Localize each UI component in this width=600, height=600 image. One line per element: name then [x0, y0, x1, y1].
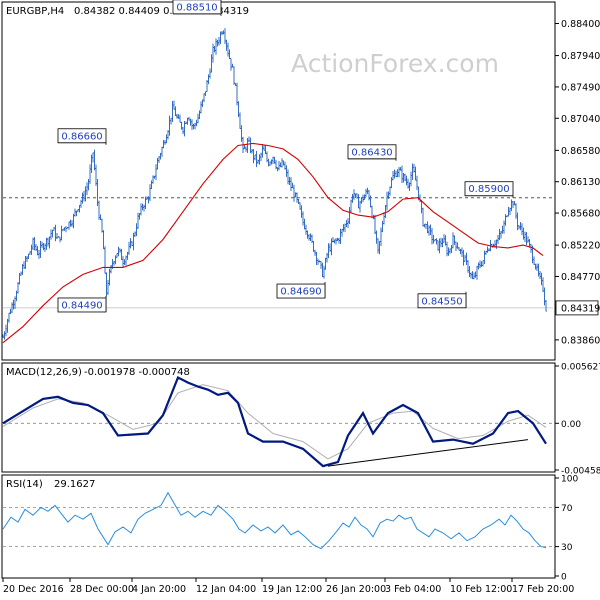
- price-annotation-box: [464, 181, 514, 197]
- price-annotation-label: 0.85900: [468, 184, 509, 195]
- price-annotation-box: [172, 0, 222, 15]
- price-annotation-label: 0.86430: [351, 147, 392, 158]
- x-tick-label: 26 Jan 20:00: [326, 584, 386, 595]
- rsi-ytick-label: 70: [561, 504, 573, 514]
- watermark: ActionForex.com: [291, 49, 499, 78]
- macd-ytick-label: 0.00: [561, 420, 581, 430]
- price-annotation-label: 0.88510: [176, 2, 217, 13]
- rsi-ytick-label: 0: [561, 573, 567, 583]
- price-ytick-label: 0.86130: [561, 177, 600, 188]
- macd-ytick-label: -0.004586: [561, 467, 600, 477]
- price-ytick-label: 0.85680: [561, 209, 600, 220]
- rsi-line: [2, 491, 547, 550]
- x-tick-label: 17 Feb 20:00: [512, 584, 574, 595]
- moving-average-line: [2, 142, 544, 344]
- macd-trendline: [327, 439, 529, 467]
- price-annotation-box: [276, 283, 326, 299]
- price-annotation-box: [347, 144, 397, 160]
- price-ytick-label: 0.87040: [561, 114, 600, 125]
- x-tick-label: 3 Feb 04:00: [385, 584, 441, 595]
- macd-ytick-label: 0.005627: [561, 363, 600, 373]
- price-annotation-box: [417, 293, 467, 309]
- macd-header-values: -0.001978 -0.000748: [84, 367, 190, 378]
- price-annotation-label: 0.84490: [61, 300, 102, 311]
- price-ytick-label: 0.87490: [561, 82, 600, 93]
- price-header-ohlc: 0.84382 0.84409 0.84304 0.84319: [74, 6, 249, 17]
- macd-line: [2, 375, 547, 468]
- x-tick-label: 10 Feb 12:00: [450, 584, 512, 595]
- price-annotation-label: 0.84690: [280, 287, 321, 298]
- price-ytick-label: 0.84770: [561, 272, 600, 283]
- price-annotation-box: [57, 297, 107, 313]
- x-tick-label: 12 Jan 04:00: [196, 584, 256, 595]
- x-tick-label: 20 Dec 2016: [3, 584, 64, 595]
- price-annotation-label: 0.84550: [421, 296, 462, 307]
- macd-panel-frame: [1, 362, 556, 473]
- x-tick-label: 4 Jan 20:00: [132, 584, 186, 595]
- price-ytick-label: 0.84319: [561, 303, 600, 314]
- rsi-ytick-label: 100: [561, 475, 578, 485]
- macd-header-title: MACD(12,26,9): [6, 367, 82, 378]
- price-ytick-label: 0.86580: [561, 146, 600, 157]
- rsi-header-value: 29.1627: [54, 479, 95, 490]
- rsi-panel-frame: [1, 474, 556, 579]
- price-ytick-label: 0.83860: [561, 335, 600, 346]
- x-tick-label: 28 Dec 00:00: [70, 584, 134, 595]
- price-ytick-label: 0.85220: [561, 241, 600, 252]
- price-header-symbol: EURGBP,H4: [6, 6, 64, 17]
- price-ytick-label: 0.88400: [561, 19, 600, 30]
- current-price-box: [555, 300, 599, 316]
- x-tick-label: 19 Jan 12:00: [262, 584, 322, 595]
- rsi-ytick-label: 30: [561, 543, 573, 553]
- price-annotation-box: [57, 128, 107, 144]
- price-ytick-label: 0.87940: [561, 51, 600, 62]
- price-annotation-label: 0.86660: [61, 131, 102, 142]
- rsi-header-title: RSI(14): [6, 479, 43, 490]
